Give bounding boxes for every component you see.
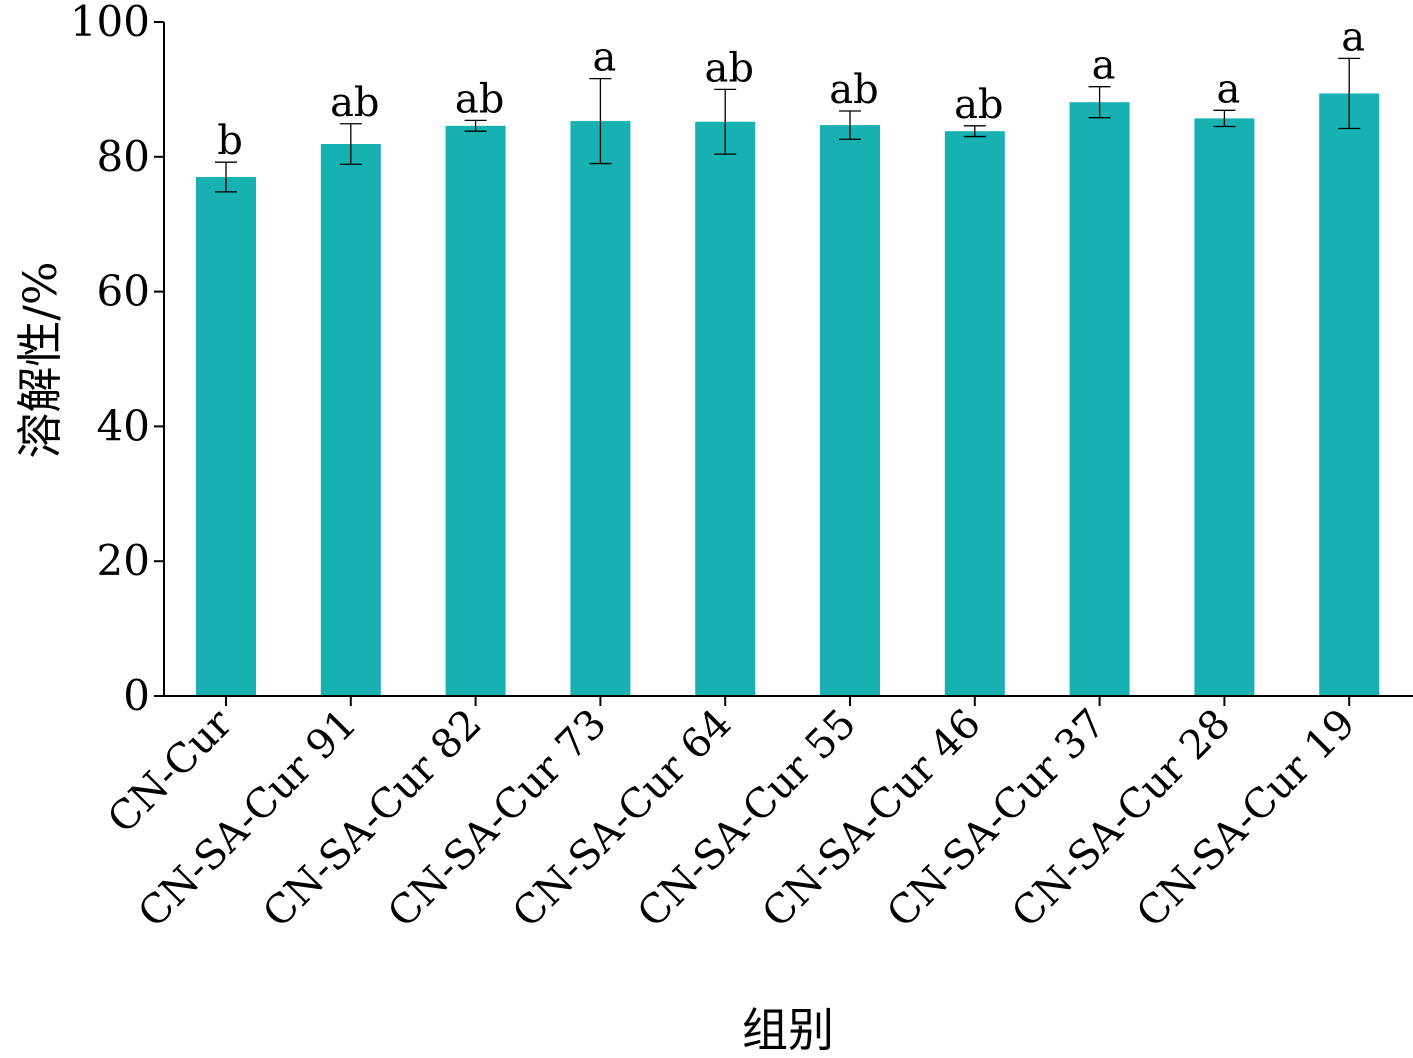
error-bar [963,125,986,138]
x-tick-label: CN-SA-Cur 64 [504,701,740,937]
x-axis-title: 组别 [742,1003,834,1057]
bar [570,121,631,696]
error-bar [1338,57,1361,130]
error-bar [714,88,737,155]
x-tick-label: CN-SA-Cur 82 [254,701,490,937]
error-bars-layer [215,57,1361,193]
significance-labels-layer: b ab ab a ab ab ab a a a [217,14,1365,164]
y-axis-title: 溶解性/% [13,261,67,458]
x-tick-label: CN-SA-Cur 46 [754,701,990,937]
significance-label: a [1092,43,1116,89]
bar [695,121,756,696]
bar [320,143,381,696]
bar [196,177,256,696]
error-bar [339,123,362,165]
error-bar [215,161,237,193]
y-tick-label: 80 [97,132,150,181]
error-bar [589,77,612,165]
bar [820,125,880,696]
error-bar [839,110,861,140]
significance-label: a [1216,66,1240,112]
significance-label: ab [829,67,878,113]
significance-label: ab [455,76,504,122]
significance-label: ab [704,45,753,91]
y-tick-label: 100 [70,0,150,46]
significance-label: b [217,118,243,164]
y-tick-label: 60 [97,267,150,316]
significance-label: a [592,35,616,81]
y-tick-label: 40 [97,401,150,450]
error-bar [1088,86,1111,119]
bar [1069,102,1130,697]
y-tick-label: 0 [123,671,150,720]
bar [1319,93,1380,697]
x-tick-label: CN-SA-Cur 55 [629,701,865,937]
bar [944,131,1005,697]
significance-label: ab [954,82,1003,128]
bar [1194,118,1255,696]
significance-label: ab [330,80,379,126]
significance-label: a [1341,14,1365,60]
axes-layer [163,22,1413,697]
y-ticks-layer: 0 20 40 60 80 100 [70,0,164,720]
error-bar [1213,109,1236,128]
bar [445,125,506,696]
x-tick-label: CN-SA-Cur 19 [1128,701,1364,937]
x-tick-label: CN-SA-Cur 37 [878,701,1114,937]
error-bar [464,119,487,132]
bars-layer [196,93,1380,697]
x-tick-label: CN-SA-Cur 91 [130,701,366,937]
x-tick-label: CN-SA-Cur 73 [379,701,615,937]
x-tick-label: CN-SA-Cur 28 [1003,701,1239,937]
y-tick-label: 20 [97,536,150,585]
